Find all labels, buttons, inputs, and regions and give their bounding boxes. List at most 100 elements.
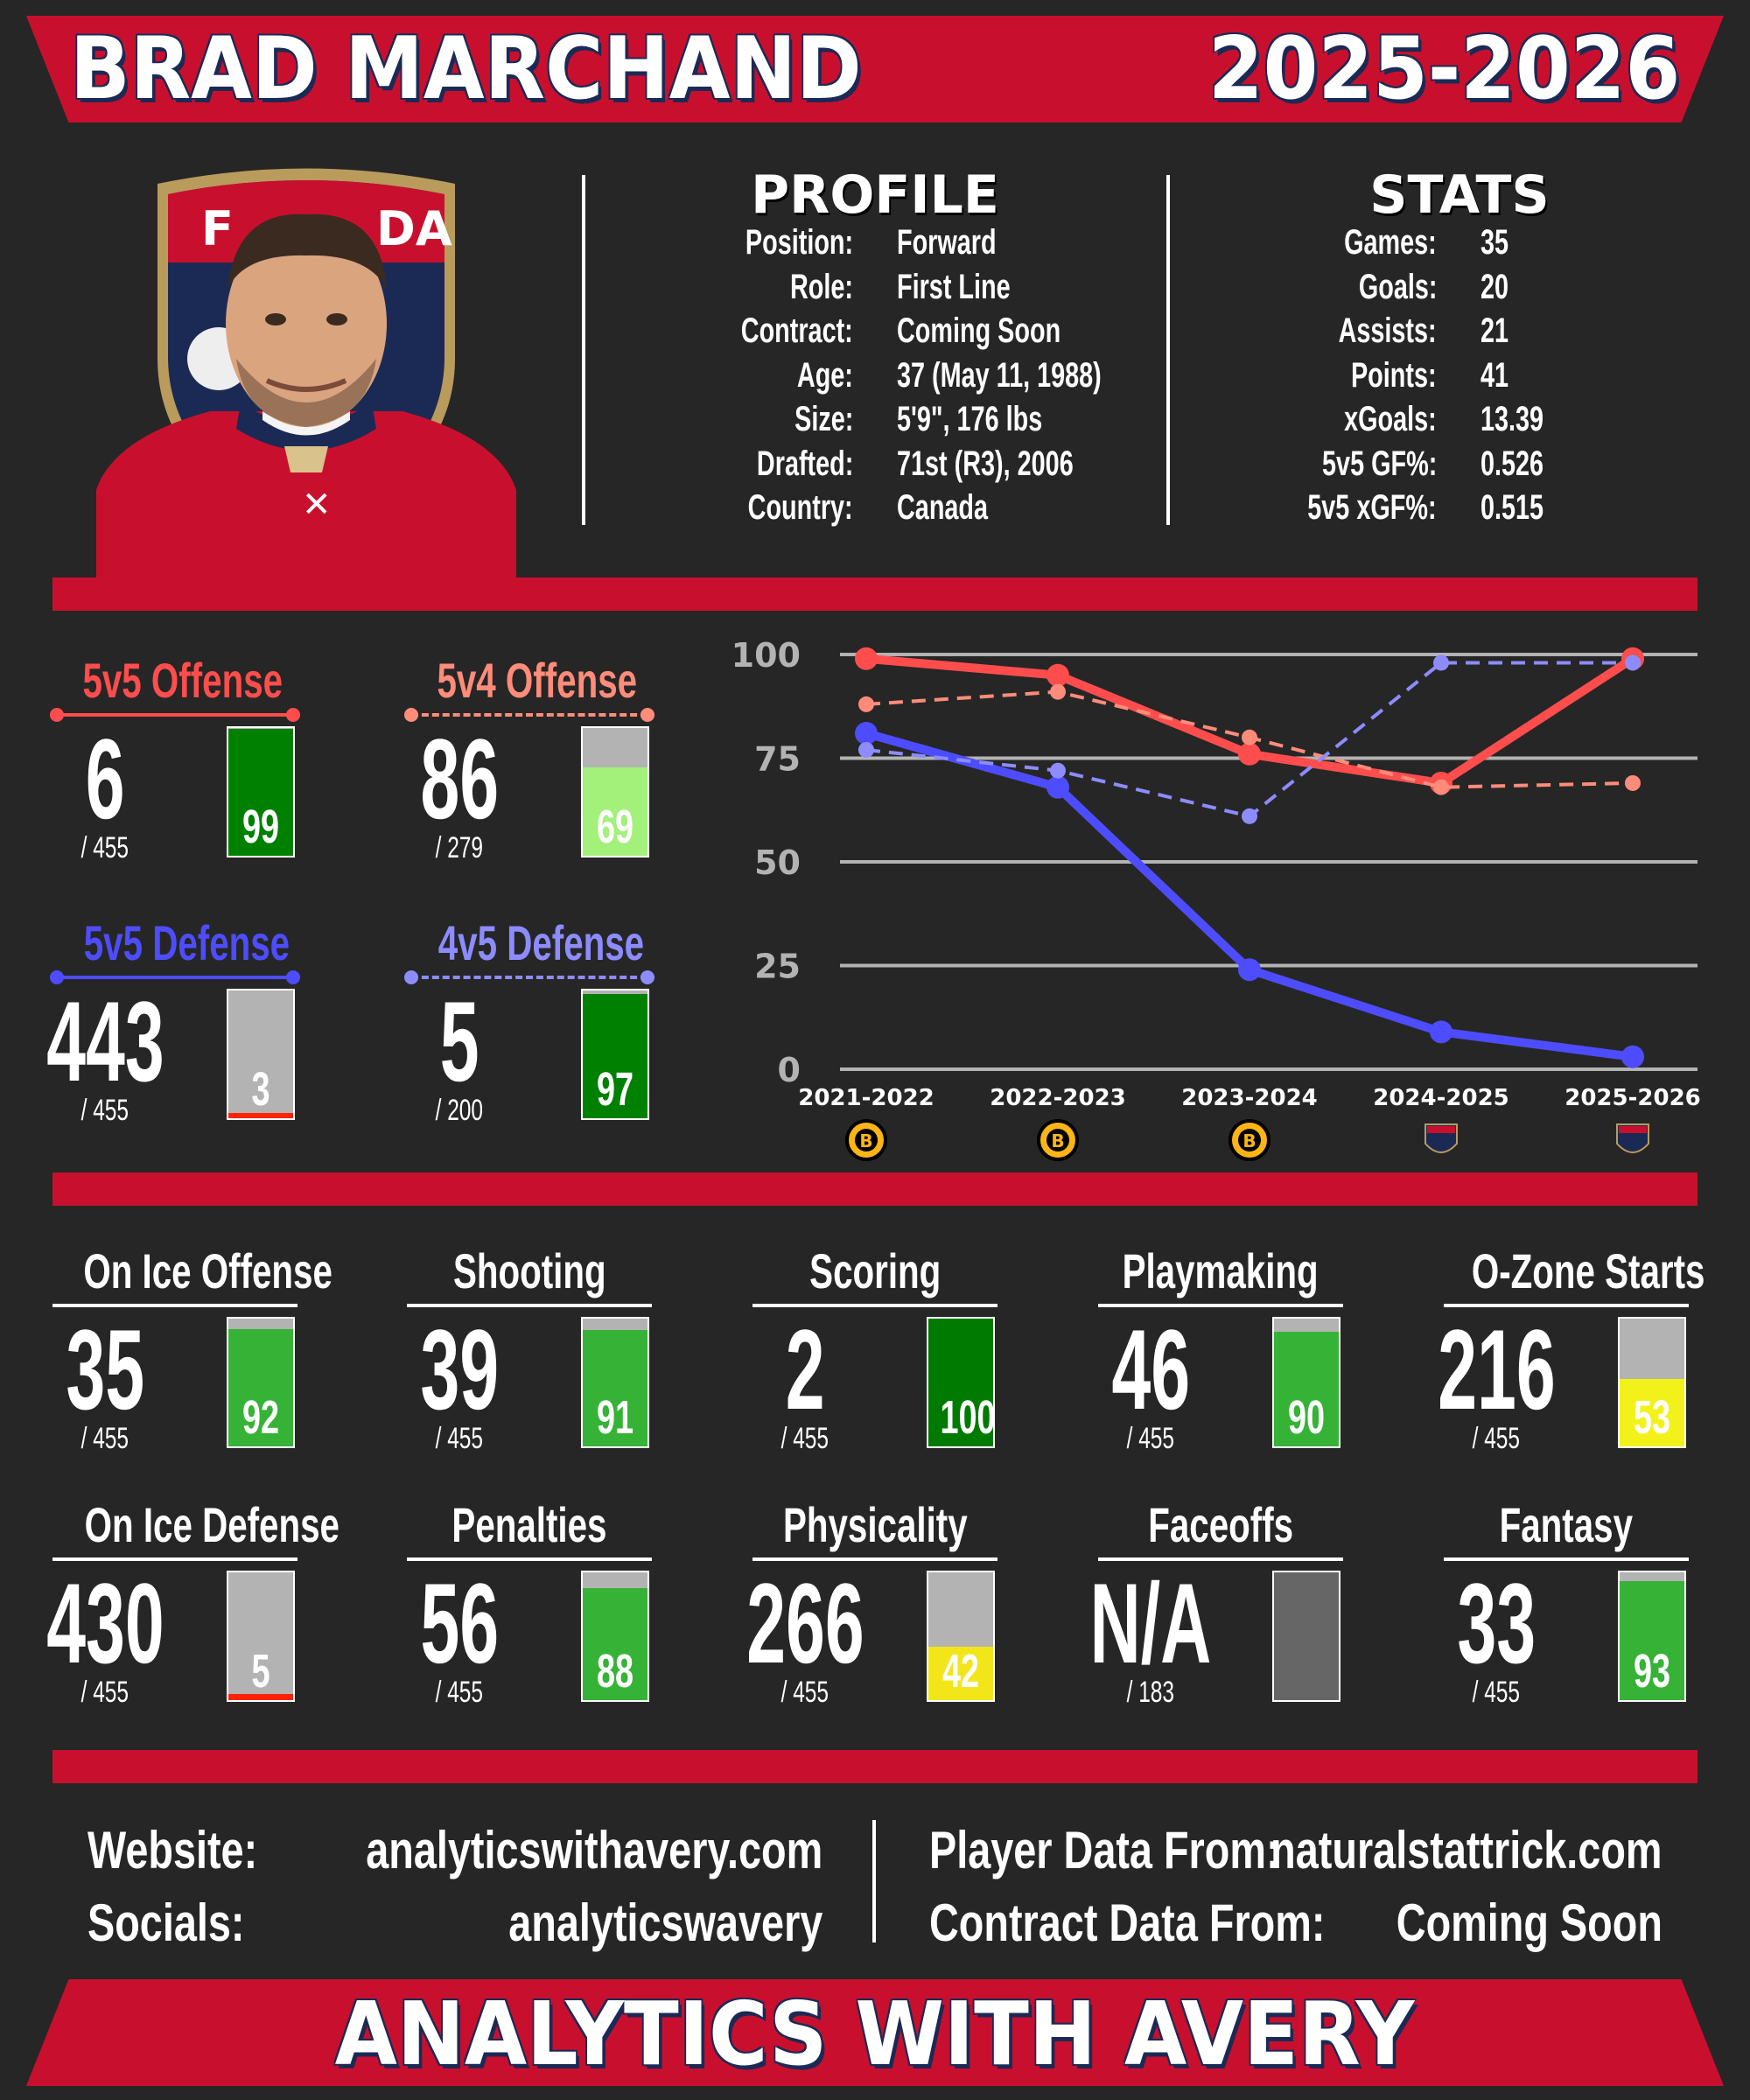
stats-row-label: 5v5 GF%: [1321,444,1437,483]
underline-dot [286,970,300,984]
x-tick-label: 2024-2025 [1373,1085,1509,1111]
situational-percentile-box: 69 [581,726,649,858]
situational-underline [50,970,300,984]
data-point [1238,742,1261,766]
stats-row-value: 13.39 [1480,400,1544,438]
metric-percentile-box-value: 92 [242,1391,280,1444]
metric-percentile-box-value: 91 [596,1391,634,1444]
metric-label: Playmaking [1122,1243,1320,1298]
metric-underline [407,1304,652,1307]
underline-dot [404,708,418,722]
data-point [1242,808,1257,824]
metric-percentile-box: 5 [227,1571,295,1702]
data-point [855,722,878,746]
metric-percentile-box: 42 [927,1571,995,1702]
situational-underline [50,708,300,722]
svg-text:B: B [859,1130,872,1152]
metric-rank: 39 [420,1306,499,1433]
svg-text:F: F [201,201,234,256]
data-point [1050,683,1066,700]
metric-rank: 33 [1457,1559,1536,1687]
underline-dot [640,970,654,984]
metric-percentile-box: 100 [927,1317,995,1448]
metric-rank: 216 [1437,1306,1556,1433]
metric-label: Penalties [452,1497,607,1552]
metric-percentile-box-fill [1274,1331,1339,1446]
metric-underline [752,1304,998,1307]
stats-title: STATS [1369,164,1550,226]
situational-rank: 86 [420,715,499,843]
metric-percentile-box: 90 [1272,1317,1340,1448]
footer-divider [872,1820,876,1942]
data-point [1433,779,1449,795]
situational-percentile-box-fill [228,729,293,856]
metric-percentile-box-value: 100 [940,1391,995,1444]
situational-rank: 5 [439,977,480,1105]
data-point [1046,775,1069,799]
data-point [1046,663,1069,687]
stats-row-label: Games: [1344,223,1437,262]
stats-row-label: 5v5 xGF%: [1307,488,1437,527]
underline-dot [640,708,654,722]
metric-total: / 455 [780,1676,830,1709]
panthers-logo-icon [1424,1124,1458,1153]
profile-row-value: Canada [897,488,989,527]
underline-dot [50,708,64,722]
metric-percentile-box-fill [1620,1581,1684,1700]
player-data-source[interactable]: naturalstattrick.com [1270,1821,1662,1880]
situational-percentile-box-value: 99 [242,801,280,853]
percentile-trend-chart: 0 25 50 75 100 2021-2022 B 2022-2023 B 2023-2024 B… [732,636,1701,1161]
metric-underline [1444,1304,1689,1307]
svg-text:DA: DA [376,201,452,256]
profile-row-label: Position: [745,223,853,262]
profile-row-value: 71st (R3), 2006 [897,444,1074,483]
section-bar-2 [52,1172,1698,1206]
metric-underline [52,1558,298,1561]
metric-total: / 455 [780,1422,830,1455]
metric-percentile-box-value: 53 [1633,1391,1671,1444]
data-point [1050,762,1066,779]
socials-handle[interactable]: analyticswavery [508,1894,822,1952]
website-link[interactable]: analyticswithavery.com [366,1821,822,1880]
metric-percentile-box-fill [583,1587,648,1700]
underline-dot [404,970,418,984]
situational-label: 5v4 Offense [437,653,638,708]
metric-percentile-box-value: 90 [1287,1391,1326,1444]
metric-percentile-box-value: 42 [942,1645,980,1698]
metric-label: Shooting [452,1243,606,1298]
metric-percentile-box-value: 93 [1633,1645,1671,1698]
metric-total: / 455 [80,1422,130,1455]
metric-percentile-box-value [1274,1644,1339,1698]
data-point [1621,1045,1644,1068]
player-photo: F DA ✕ [88,158,525,578]
section-bar-3 [52,1750,1698,1783]
profile-row-value: 37 (May 11, 1988) [897,355,1102,395]
metric-total: / 455 [80,1676,130,1709]
metric-total: / 455 [435,1422,484,1455]
x-tick-label: 2023-2024 [1181,1085,1318,1111]
situational-total: / 279 [435,831,484,864]
stats-row-label: Goals: [1358,267,1437,306]
situational-rank: 6 [85,715,125,843]
metric-underline [1098,1304,1343,1307]
section-bar-1 [52,578,1698,611]
metric-percentile-box-fill [583,1330,648,1446]
data-point [1433,654,1449,671]
data-point [1242,729,1257,746]
metric-underline [1098,1558,1343,1561]
profile-row-label: Role: [790,267,853,306]
data-point [1238,958,1261,982]
metric-percentile-box-value: 5 [251,1645,270,1698]
metric-label: Scoring [808,1243,942,1298]
profile-row-value: Coming Soon [897,312,1061,350]
socials-label: Socials: [88,1894,245,1952]
metric-percentile-box-fill [1620,1378,1684,1446]
data-point [858,696,874,712]
situational-percentile-box-value: 3 [251,1063,270,1116]
stats-row-value: 21 [1480,312,1509,350]
situational-label: 5v5 Offense [82,653,284,708]
profile-row-value: 5'9", 176 lbs [897,400,1043,438]
svg-text:✕: ✕ [302,485,332,525]
profile-title: PROFILE [751,164,999,226]
situational-percentile-box-value: 97 [596,1063,634,1116]
